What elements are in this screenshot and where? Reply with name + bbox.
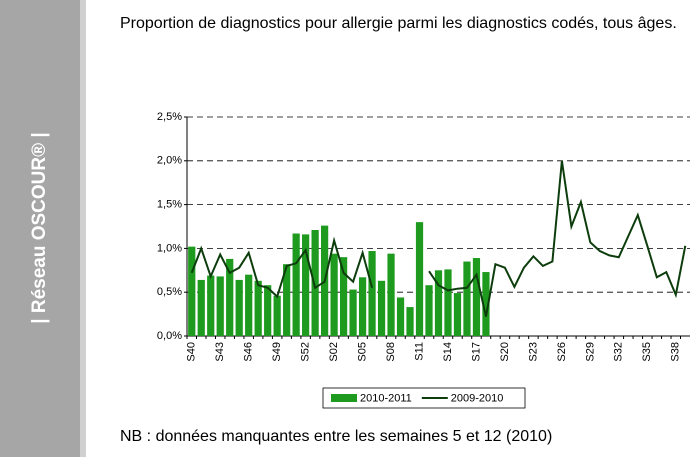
legend-label: 2009-2010: [451, 392, 504, 404]
x-tick-label: S38: [670, 342, 682, 362]
x-tick-label: S35: [641, 342, 653, 362]
bar: [197, 279, 205, 336]
bar: [311, 230, 319, 336]
bar: [207, 275, 215, 336]
y-tick-label: 1,0%: [157, 242, 182, 254]
bar: [358, 277, 367, 336]
bar: [444, 269, 452, 336]
bar: [396, 297, 405, 336]
bar: [349, 289, 357, 336]
x-tick-label: S02: [328, 342, 340, 362]
bar: [472, 258, 481, 336]
bar: [463, 261, 471, 336]
y-tick-label: 2,0%: [157, 155, 182, 167]
bar: [377, 280, 386, 336]
y-tick-label: 0,0%: [157, 330, 182, 342]
bar: [216, 276, 224, 336]
x-tick-label: S08: [385, 342, 397, 362]
x-tick-label: S17: [470, 342, 482, 362]
sidebar-stripe: [80, 0, 86, 457]
x-tick-label: S11: [413, 342, 425, 361]
x-tick-label: S20: [499, 342, 511, 362]
bar: [245, 274, 253, 336]
bar: [302, 234, 310, 336]
bar: [283, 264, 291, 336]
bar: [434, 270, 443, 336]
bar: [482, 272, 490, 336]
bar: [292, 233, 300, 336]
x-tick-label: S46: [243, 342, 255, 362]
bar: [226, 258, 234, 336]
line: [190, 160, 687, 317]
legend-label: 2010-2011: [360, 392, 412, 404]
y-tick-label: 2,5%: [157, 111, 182, 123]
x-tick-label: S40: [186, 342, 198, 362]
y-tick-label: 1,5%: [157, 199, 182, 211]
bar: [188, 246, 196, 336]
x-tick-label: S23: [527, 342, 539, 362]
bar: [273, 295, 281, 336]
chart-title: Proportion de diagnostics pour allergie …: [120, 15, 677, 32]
note: NB : données manquantes entre les semain…: [120, 428, 553, 445]
bar: [453, 293, 462, 336]
bar: [415, 222, 424, 336]
sidebar: [0, 0, 80, 457]
x-tick-label: S26: [556, 342, 568, 362]
x-tick-label: S52: [300, 342, 312, 362]
bar: [254, 280, 262, 336]
x-tick-label: S32: [613, 342, 625, 362]
x-tick-label: S29: [584, 342, 596, 362]
bar: [339, 257, 348, 336]
bar: [406, 307, 414, 336]
bar: [264, 285, 272, 336]
bar: [235, 279, 243, 336]
bar: [425, 285, 433, 336]
bar: [368, 251, 376, 336]
x-tick-label: S49: [271, 342, 283, 362]
bar: [330, 253, 338, 336]
legend-swatch: [331, 394, 357, 402]
y-tick-label: 0,5%: [157, 286, 182, 298]
bar: [387, 253, 395, 336]
x-tick-label: S14: [442, 342, 454, 362]
x-tick-label: S43: [214, 342, 226, 362]
x-tick-label: S05: [356, 342, 368, 362]
